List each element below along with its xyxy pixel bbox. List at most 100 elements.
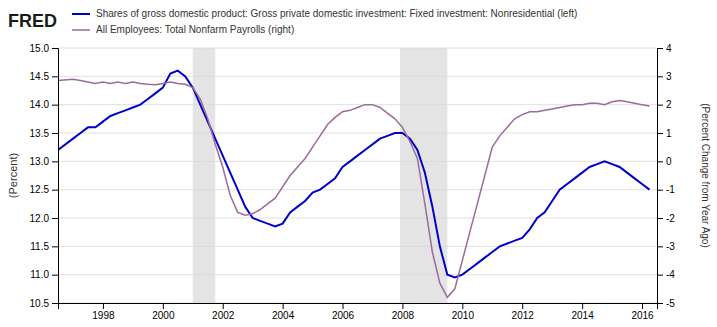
- tick-mark: [462, 303, 463, 309]
- tick: -2: [657, 213, 675, 224]
- tick-mark: [657, 218, 663, 219]
- y2-axis-label: (Percent Change from Year Ago): [700, 103, 711, 248]
- tick-label: 2002: [212, 310, 235, 321]
- tick-label: 14.0: [30, 99, 50, 110]
- grid: [58, 48, 657, 303]
- tick-label: 12.5: [30, 184, 50, 195]
- tick-mark: [52, 275, 58, 276]
- tick-mark: [657, 76, 663, 77]
- tick-label: 13.5: [30, 128, 50, 139]
- tick: 14.5: [30, 71, 58, 82]
- tick-mark: [582, 303, 583, 309]
- tick-mark: [522, 303, 523, 309]
- series-line: [58, 71, 650, 278]
- series-line: [58, 79, 650, 297]
- tick-mark: [52, 161, 58, 162]
- legend-swatch: [72, 29, 90, 31]
- axis-line: [52, 49, 59, 304]
- tick: 4: [657, 43, 672, 54]
- tick-label: -3: [666, 241, 675, 252]
- tick-mark: [657, 105, 663, 106]
- tick-mark: [223, 303, 224, 309]
- legend: Shares of gross domestic product: Gross …: [72, 8, 577, 35]
- tick-label: 1998: [92, 310, 115, 321]
- tick-label: 12.0: [30, 213, 50, 224]
- tick: 2002: [212, 303, 235, 321]
- tick-mark: [52, 105, 58, 106]
- grid-line: [58, 48, 657, 49]
- tick: 13.5: [30, 128, 58, 139]
- tick: 12.0: [30, 213, 58, 224]
- tick-label: 2016: [631, 310, 654, 321]
- chart: 1998 2000 2002 2004 2006 2008 2010 2012 2 0 1 4 2016…: [0, 0, 717, 327]
- y-axis-label: (Percent): [7, 153, 19, 198]
- tick-mark: [283, 303, 284, 309]
- tick: 13.0: [30, 156, 58, 167]
- tick-label: 13.0: [30, 156, 50, 167]
- tick: -1: [657, 184, 675, 195]
- grid-line: [58, 218, 657, 219]
- grid-line: [58, 274, 657, 275]
- tick-mark: [52, 190, 58, 191]
- tick: 14.0: [30, 99, 58, 110]
- tick-mark: [657, 190, 663, 191]
- tick: 2008: [392, 303, 415, 321]
- tick-label: 2008: [392, 310, 415, 321]
- tick: 2016: [631, 303, 654, 321]
- grid-line: [58, 246, 657, 247]
- annotation: FRED: [8, 11, 57, 31]
- tick-label: 0: [666, 156, 672, 167]
- tick-mark: [103, 303, 104, 309]
- grid-line: [58, 133, 657, 134]
- tick: 11.5: [30, 241, 58, 252]
- shaded-period: [400, 48, 447, 303]
- grid-line: [58, 189, 657, 190]
- shaded-period: [193, 48, 215, 303]
- tick-label: 14.5: [30, 71, 50, 82]
- tick-mark: [52, 246, 58, 247]
- tick-label: 3: [666, 71, 672, 82]
- tick-mark: [657, 246, 663, 247]
- tick: 12.5: [30, 184, 58, 195]
- tick-label: 2010: [452, 310, 475, 321]
- tick-mark: [657, 161, 663, 162]
- tick-label: 15.0: [30, 43, 50, 54]
- tick: 2010: [452, 303, 475, 321]
- y2-axis: -5-4-3-2-101234: [657, 43, 675, 309]
- tick-mark: [52, 76, 58, 77]
- tick: 1998: [92, 303, 115, 321]
- tick-label: 2000: [152, 310, 175, 321]
- tick: 2004: [272, 303, 295, 321]
- tick: 1: [657, 128, 672, 139]
- tick-label: -5: [666, 298, 675, 309]
- tick-mark: [343, 303, 344, 309]
- tick-label: 10.5: [30, 298, 50, 309]
- tick-mark: [657, 275, 663, 276]
- tick: 2000: [152, 303, 175, 321]
- tick: 2: [657, 99, 672, 110]
- legend-swatch: [72, 13, 90, 15]
- tick-label: 2012: [512, 310, 535, 321]
- tick-mark: [657, 133, 663, 134]
- tick: -3: [657, 241, 675, 252]
- grid-line: [58, 76, 657, 77]
- axis-line: [658, 49, 664, 304]
- tick-mark: [163, 303, 164, 309]
- tick-mark: [402, 303, 403, 309]
- tick: 15.0: [30, 43, 58, 54]
- tick-mark: [657, 303, 663, 304]
- grid-line: [58, 161, 657, 162]
- y-axis: 10.5 11.0 11.5 12.0 12.5 13.0 13.5 14.0 14.5 15.0: [30, 43, 59, 309]
- tick-label: 4: [666, 43, 672, 54]
- tick-label: -1: [666, 184, 675, 195]
- tick-mark: [52, 218, 58, 219]
- tick: -5: [657, 298, 675, 309]
- x-axis: 1998200020022004200620082010201220142016: [59, 303, 658, 321]
- tick-label: 11.5: [30, 241, 49, 252]
- axis-line: [59, 304, 658, 310]
- legend-label: Shares of gross domestic product: Gross …: [96, 8, 577, 19]
- tick-mark: [657, 48, 663, 49]
- tick: 2006: [332, 303, 355, 321]
- tick: 11.0: [30, 269, 58, 280]
- tick-mark: [52, 48, 58, 49]
